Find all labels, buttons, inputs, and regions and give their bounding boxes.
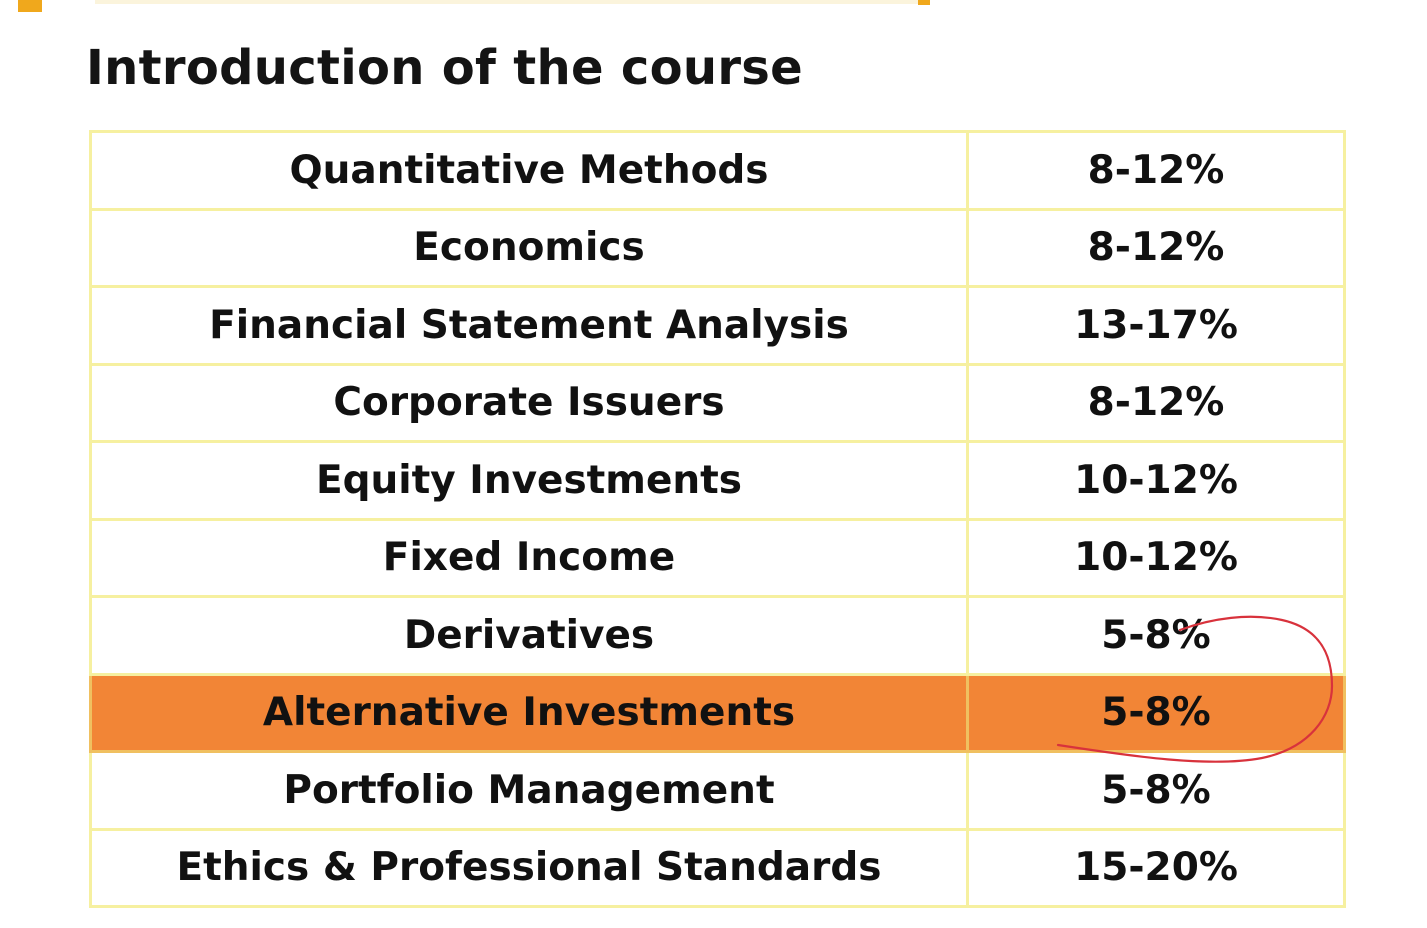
weight-cell: 5-8%: [966, 672, 1346, 753]
topic-cell: Alternative Investments: [89, 672, 969, 753]
topic-cell: Economics: [89, 207, 969, 288]
weight-cell: 15-20%: [966, 827, 1346, 908]
header-divider: [95, 0, 925, 4]
slide-title: Introduction of the course: [86, 40, 804, 96]
table-row: Financial Statement Analysis 13-17%: [89, 285, 1346, 366]
weight-cell: 5-8%: [966, 750, 1346, 831]
topic-cell: Quantitative Methods: [89, 130, 969, 211]
topic-cell: Equity Investments: [89, 440, 969, 521]
table-row: Quantitative Methods 8-12%: [89, 130, 1346, 211]
table-row: Fixed Income 10-12%: [89, 517, 1346, 598]
topic-cell: Derivatives: [89, 595, 969, 676]
accent-bar-left: [18, 0, 42, 12]
topic-cell: Financial Statement Analysis: [89, 285, 969, 366]
weight-cell: 8-12%: [966, 207, 1346, 288]
table-row: Corporate Issuers 8-12%: [89, 362, 1346, 443]
table-row: Portfolio Management 5-8%: [89, 750, 1346, 831]
course-weights-table: Quantitative Methods 8-12% Economics 8-1…: [89, 130, 1346, 908]
table-row: Equity Investments 10-12%: [89, 440, 1346, 521]
weight-cell: 10-12%: [966, 517, 1346, 598]
accent-bar-right: [918, 0, 930, 5]
table-row: Derivatives 5-8%: [89, 595, 1346, 676]
weight-cell: 13-17%: [966, 285, 1346, 366]
topic-cell: Corporate Issuers: [89, 362, 969, 443]
topic-cell: Fixed Income: [89, 517, 969, 598]
table-row: Ethics & Professional Standards 15-20%: [89, 827, 1346, 908]
topic-cell: Portfolio Management: [89, 750, 969, 831]
weight-cell: 8-12%: [966, 130, 1346, 211]
weight-cell: 8-12%: [966, 362, 1346, 443]
table-row: Economics 8-12%: [89, 207, 1346, 288]
weight-cell: 5-8%: [966, 595, 1346, 676]
weight-cell: 10-12%: [966, 440, 1346, 521]
topic-cell: Ethics & Professional Standards: [89, 827, 969, 908]
table-row-highlighted: Alternative Investments 5-8%: [89, 672, 1346, 753]
